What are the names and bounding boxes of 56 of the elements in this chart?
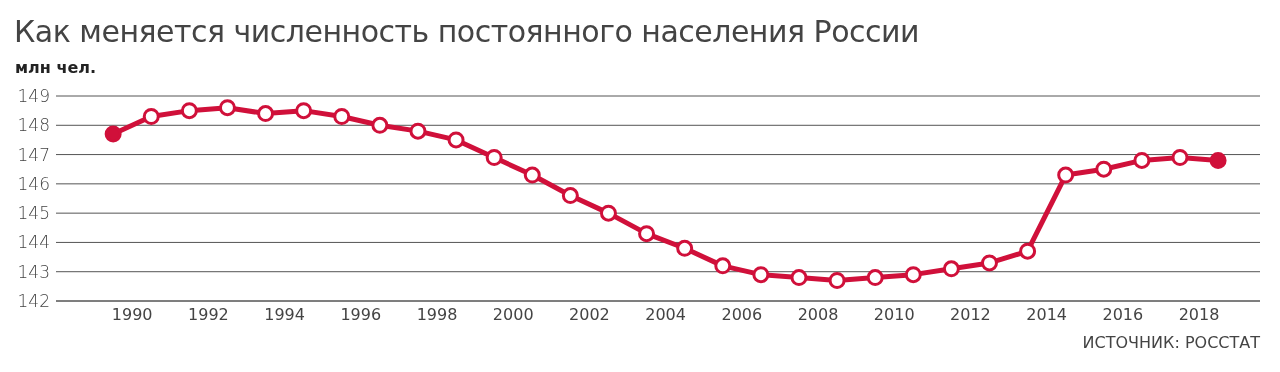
x-tick-label: 2018 (1178, 305, 1220, 325)
x-tick-label: 2002 (569, 305, 610, 325)
point (485, 149, 503, 166)
point (218, 99, 236, 117)
point (180, 102, 198, 120)
point (1171, 149, 1189, 166)
point (599, 204, 617, 222)
x-tick-label: 1994 (264, 305, 305, 325)
y-tick-label: 142 (17, 290, 50, 311)
point (447, 131, 465, 149)
point (1095, 160, 1113, 178)
point (1057, 166, 1075, 184)
point (980, 254, 998, 272)
x-tick-label: 2010 (873, 305, 915, 325)
x-tick-label: 1996 (340, 305, 382, 325)
x-tick-label: 2008 (797, 305, 839, 325)
x-tick-label: 2014 (1026, 305, 1067, 325)
text: ИСТОЧНИК: РОССТАТ (1082, 333, 1260, 352)
x-tick-label: 2004 (645, 305, 686, 325)
point (866, 269, 884, 287)
x-tick-label: 1998 (416, 305, 458, 325)
y-tick-label: 146 (17, 173, 50, 194)
x-tick-label: 2000 (492, 305, 534, 325)
y-tick-label: 149 (17, 85, 50, 106)
x-tick-label: 2006 (721, 305, 763, 325)
y-tick-label: 148 (17, 115, 50, 136)
y-axis-title: млн чел. (15, 58, 97, 77)
x-tick-label: 2016 (1102, 305, 1144, 325)
point (371, 116, 389, 134)
point (409, 122, 427, 140)
point (676, 239, 694, 257)
y-tick-label: 147 (17, 144, 50, 165)
point (714, 257, 732, 275)
point (1209, 151, 1227, 169)
point (1019, 242, 1037, 260)
point (561, 187, 579, 205)
y-tick-label: 144 (17, 232, 50, 253)
x-tick-label: 2012 (950, 305, 991, 325)
point (142, 108, 160, 125)
point (523, 166, 541, 184)
point (942, 260, 960, 278)
point (1133, 151, 1151, 169)
point (333, 108, 351, 125)
x-tick-label: 1990 (111, 305, 153, 325)
y-tick-label: 145 (17, 203, 50, 224)
x-tick-label: 1992 (188, 305, 229, 325)
y-tick-label: 143 (17, 261, 50, 282)
point (752, 266, 770, 284)
point (904, 266, 922, 284)
chart-title: Как меняется численность постоянного населения России (14, 14, 919, 49)
point (104, 125, 122, 143)
point (828, 272, 846, 289)
point (638, 225, 656, 243)
point (295, 102, 313, 120)
point (257, 105, 275, 123)
point (790, 269, 808, 287)
